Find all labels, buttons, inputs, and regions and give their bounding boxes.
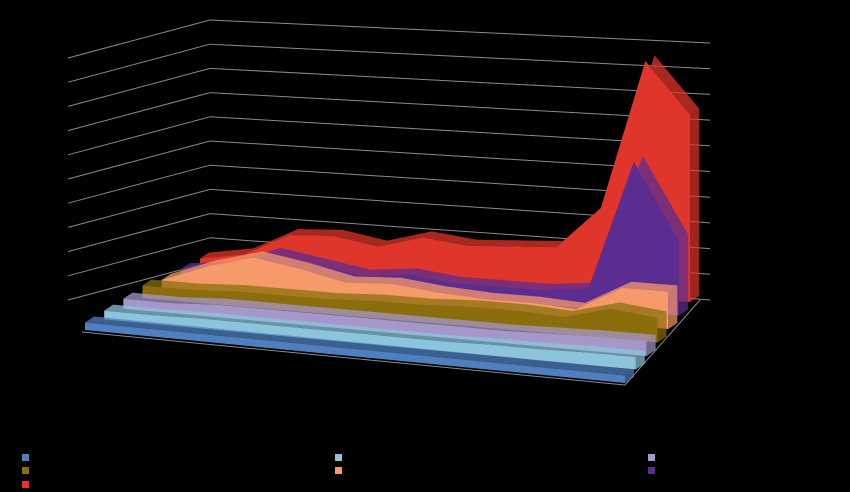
legend-swatch	[335, 454, 342, 461]
grid-line	[67, 67, 211, 107]
grid-line	[67, 116, 211, 156]
grid-line	[67, 140, 211, 180]
area-top	[180, 155, 689, 290]
legend-swatch	[22, 481, 29, 488]
area-side	[668, 285, 678, 329]
legend-swatch	[22, 454, 29, 461]
legend-swatch	[22, 467, 29, 474]
grid-line	[67, 213, 211, 253]
grid-line	[209, 43, 711, 70]
area-top	[142, 279, 667, 318]
axis-line	[81, 331, 626, 386]
axis-line	[624, 299, 701, 386]
grid-line	[67, 19, 211, 59]
area	[85, 322, 625, 383]
area-side	[679, 234, 689, 316]
area-side	[625, 369, 634, 383]
area	[200, 61, 690, 303]
grid-line	[67, 92, 211, 132]
grid-line	[209, 67, 711, 95]
legend-swatch	[648, 454, 655, 461]
grid-line	[67, 237, 211, 277]
area-side	[657, 311, 667, 343]
legend-swatch	[335, 467, 342, 474]
grid-line	[209, 92, 711, 121]
area-side	[690, 108, 699, 302]
area-top	[123, 292, 656, 341]
area-top	[85, 316, 634, 376]
grid-line	[209, 19, 711, 44]
grid-line	[67, 188, 211, 228]
grid-line	[67, 164, 211, 204]
area-side	[635, 351, 645, 370]
area-side	[646, 335, 656, 356]
grid-line	[67, 43, 211, 83]
area-top	[161, 251, 678, 309]
legend-swatch	[648, 467, 655, 474]
area	[104, 310, 636, 370]
area-top	[104, 304, 645, 357]
